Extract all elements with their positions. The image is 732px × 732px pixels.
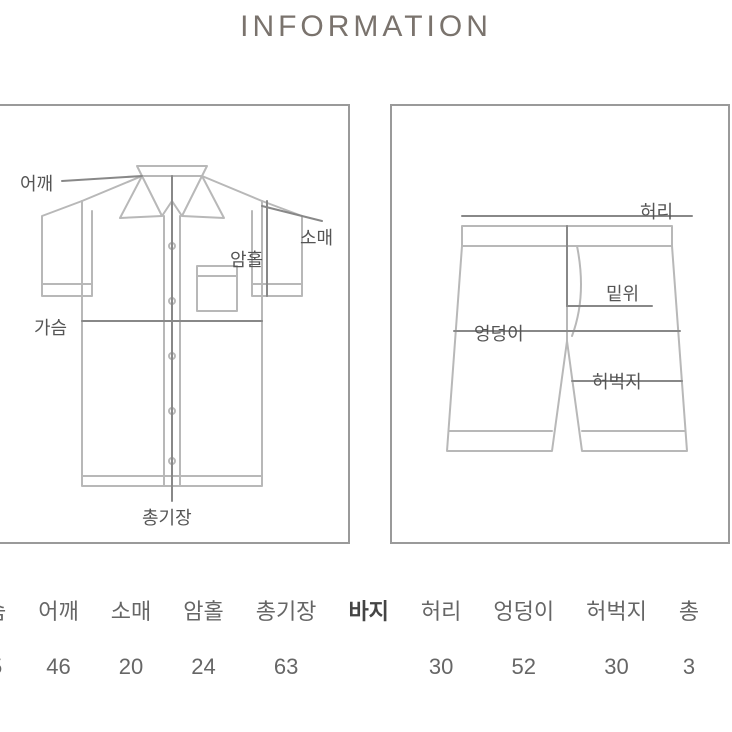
label-thigh: 허벅지 — [592, 368, 642, 394]
table-cell: 30 — [405, 636, 477, 690]
shorts-diagram — [392, 106, 732, 546]
table-header-cell: 바지 — [332, 584, 404, 636]
table-header-cell: 암홀 — [167, 584, 239, 636]
label-armhole: 암홀 — [230, 246, 263, 272]
table-cell: 46 — [22, 636, 94, 690]
size-table-wrap: 슴어깨소매암홀총기장바지허리엉덩이허벅지총 5462024633052303 — [0, 584, 732, 690]
table-cell: 5 — [0, 636, 22, 690]
table-cell: 20 — [95, 636, 167, 690]
label-sleeve: 소매 — [300, 224, 333, 250]
table-header-row: 슴어깨소매암홀총기장바지허리엉덩이허벅지총 — [0, 584, 715, 636]
table-cell — [332, 636, 404, 690]
label-shoulder: 어깨 — [20, 170, 53, 196]
table-header-cell: 엉덩이 — [477, 584, 570, 636]
label-chest: 가슴 — [34, 314, 67, 340]
page-title: INFORMATION — [0, 0, 732, 44]
label-rise: 밑위 — [606, 280, 639, 306]
table-header-cell: 어깨 — [22, 584, 94, 636]
table-header-cell: 총기장 — [240, 584, 333, 636]
shorts-panel: 허리 밑위 엉덩이 허벅지 — [390, 104, 730, 544]
table-cell: 63 — [240, 636, 333, 690]
table-cell: 3 — [663, 636, 715, 690]
table-cell: 52 — [477, 636, 570, 690]
table-row: 5462024633052303 — [0, 636, 715, 690]
shirt-panel: 어깨 소매 암홀 가슴 총기장 — [0, 104, 350, 544]
table-header-cell: 허벅지 — [570, 584, 663, 636]
diagram-row: 어깨 소매 암홀 가슴 총기장 — [0, 104, 732, 544]
table-cell: 30 — [570, 636, 663, 690]
label-total-length: 총기장 — [142, 504, 192, 530]
label-hip: 엉덩이 — [474, 320, 524, 346]
table-cell: 24 — [167, 636, 239, 690]
table-header-cell: 총 — [663, 584, 715, 636]
size-table: 슴어깨소매암홀총기장바지허리엉덩이허벅지총 5462024633052303 — [0, 584, 715, 690]
table-header-cell: 슴 — [0, 584, 22, 636]
label-waist: 허리 — [640, 198, 673, 224]
table-header-cell: 허리 — [405, 584, 477, 636]
table-header-cell: 소매 — [95, 584, 167, 636]
